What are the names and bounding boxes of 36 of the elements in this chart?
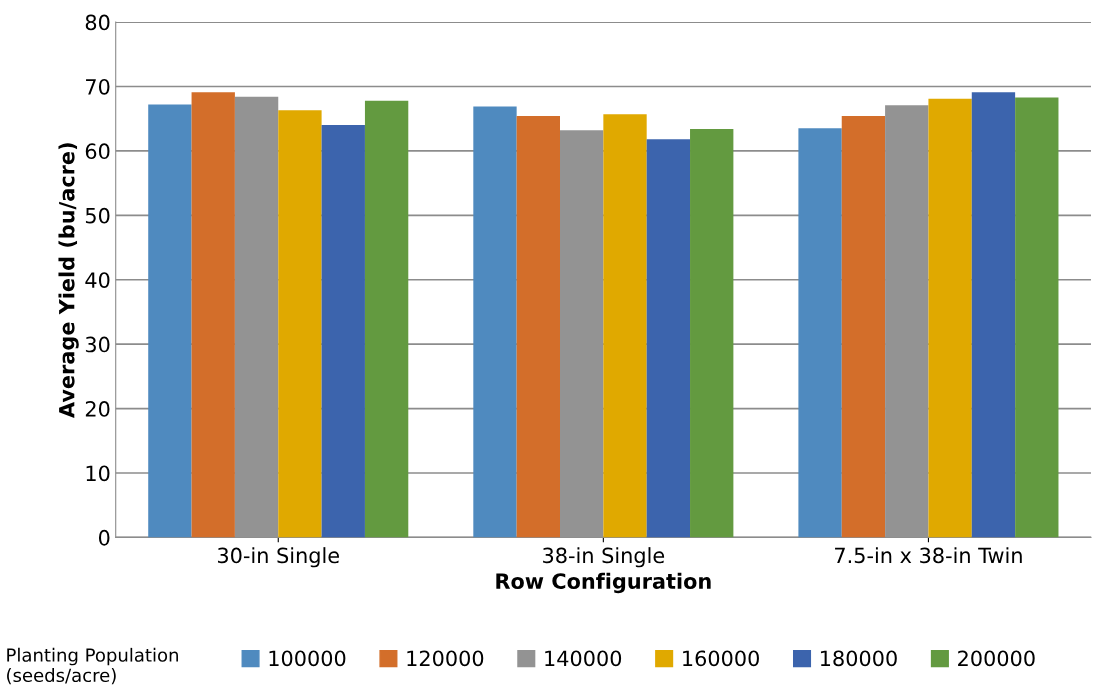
- legend-label: 120000: [407, 650, 484, 667]
- legend-label: 140000: [545, 650, 622, 667]
- y-tick-label: 10: [86, 465, 110, 482]
- bar: [798, 128, 842, 538]
- y-tick-label: 20: [85, 401, 110, 417]
- y-tick-label: 30: [85, 336, 110, 353]
- bar: [1015, 97, 1059, 538]
- y-tick-label: 70: [86, 78, 110, 95]
- bar: [841, 116, 886, 538]
- bar: [690, 128, 734, 538]
- y-tick-label: 50: [85, 207, 110, 224]
- y-tick-label: 80: [85, 14, 110, 31]
- bar: [646, 139, 691, 538]
- bar: [364, 100, 409, 538]
- bar: [473, 106, 517, 538]
- bar: [516, 116, 560, 538]
- y-tick-label: 40: [85, 272, 110, 288]
- y-tick-label: 0: [98, 529, 110, 546]
- legend-label: 180000: [820, 650, 897, 667]
- bar: [191, 92, 235, 538]
- x-tick-label: 30-in Single: [218, 547, 339, 568]
- bar: [148, 104, 192, 538]
- bar: [603, 114, 647, 538]
- bar: [928, 98, 972, 538]
- legend-title: Planting Population (seeds/acre): [7, 647, 178, 685]
- y-tick-label: 60: [85, 143, 110, 160]
- y-axis-title: Average Yield (bu/acre): [58, 143, 79, 418]
- legend-label: 200000: [958, 650, 1035, 667]
- x-tick-label: 7.5-in x 38-in Twin: [835, 547, 1022, 564]
- x-tick-label: 38-in Single: [543, 547, 665, 568]
- legend-label: 160000: [683, 650, 759, 667]
- bar: [278, 110, 322, 538]
- bar: [321, 125, 365, 538]
- x-axis-title: Row Configuration: [496, 572, 711, 594]
- bar: [971, 92, 1016, 538]
- legend-label: 100000: [269, 650, 346, 667]
